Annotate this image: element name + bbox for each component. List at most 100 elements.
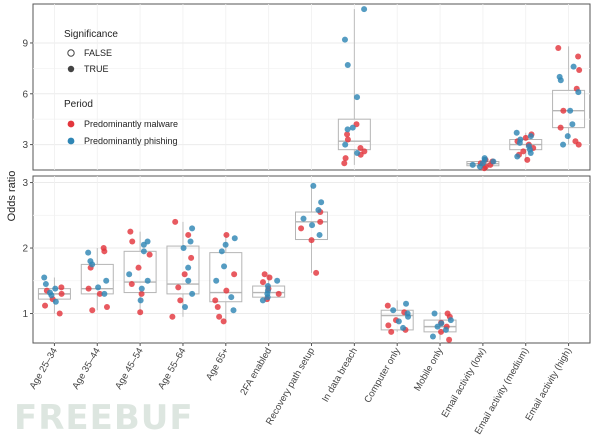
data-point-phishing [564, 133, 571, 140]
data-point-malware [85, 285, 92, 292]
legend: Significance FALSE TRUE Period Predomina… [64, 29, 178, 146]
x-tick-label: Age 45–54 [113, 346, 146, 391]
data-point-phishing [228, 294, 235, 301]
data-point-phishing [222, 241, 229, 248]
data-point-malware [223, 287, 230, 294]
y-tick-label: 3 [22, 140, 28, 151]
data-point-phishing [259, 297, 266, 304]
data-point-malware [185, 231, 192, 238]
data-point-malware [89, 307, 96, 314]
box-iqr [337, 118, 371, 151]
data-point-phishing [126, 271, 133, 278]
data-point-malware [261, 271, 268, 278]
data-point-malware [177, 297, 184, 304]
data-point-phishing [221, 263, 228, 270]
data-point-malware [388, 328, 395, 335]
data-point-malware [344, 131, 351, 138]
data-point-malware [220, 318, 227, 325]
legend-false-symbol [67, 49, 75, 57]
data-point-phishing [481, 155, 488, 162]
data-point-phishing [52, 298, 59, 305]
data-point-malware [181, 271, 188, 278]
legend-malware-label: Predominantly malware [84, 119, 178, 129]
data-point-malware [175, 284, 182, 291]
data-point-phishing [438, 320, 445, 327]
data-point-malware [446, 336, 453, 343]
data-point-malware [188, 254, 195, 261]
data-point-phishing [560, 141, 567, 148]
data-point-phishing [187, 238, 194, 245]
y-tick-label: 9 [22, 38, 28, 49]
data-point-malware [275, 290, 282, 297]
box-iqr [209, 252, 243, 303]
data-point-phishing [342, 141, 349, 148]
data-point-malware [524, 156, 531, 163]
data-point-phishing [354, 150, 361, 157]
data-point-phishing [569, 121, 576, 128]
data-point-phishing [490, 158, 497, 165]
data-point-phishing [274, 277, 281, 284]
data-point-phishing [181, 303, 188, 310]
y-axis-label: Odds ratio [6, 171, 18, 222]
data-point-phishing [318, 199, 325, 206]
x-tick-label: Age 35–44 [70, 346, 103, 391]
data-point-malware [128, 281, 135, 288]
data-point-phishing [575, 89, 582, 96]
data-point-phishing [140, 248, 147, 255]
data-point-malware [223, 231, 230, 238]
data-point-phishing [189, 290, 196, 297]
data-point-phishing [101, 290, 108, 297]
data-point-phishing [513, 129, 520, 136]
data-point-phishing [525, 143, 532, 150]
x-tick-label: Mobile only [412, 346, 446, 393]
x-tick-label: Recovery path setup [264, 346, 317, 427]
data-point-phishing [85, 249, 92, 256]
data-point-phishing [361, 6, 368, 13]
data-point-phishing [349, 124, 356, 131]
data-point-malware [357, 144, 364, 151]
data-point-malware [575, 53, 582, 60]
data-point-malware [560, 107, 567, 114]
data-point-phishing [189, 225, 196, 232]
y-tick-label: 2 [22, 244, 28, 255]
data-point-malware [103, 303, 110, 310]
x-tick-label: Email activity (high) [523, 346, 574, 423]
data-point-malware [557, 124, 564, 131]
data-point-phishing [429, 333, 436, 340]
data-point-phishing [527, 133, 534, 140]
data-point-phishing [103, 277, 110, 284]
data-point-phishing [95, 284, 102, 291]
data-point-malware [520, 148, 527, 155]
x-tick-label: In data breach [320, 346, 360, 404]
data-point-phishing [42, 281, 49, 288]
data-point-phishing [185, 264, 192, 271]
y-tick-label: 3 [22, 178, 28, 189]
x-tick-label: Email activity (low) [440, 346, 489, 420]
y-tick-label: 6 [22, 89, 28, 100]
data-point-phishing [390, 307, 397, 314]
x-tick-label: Age 65+ [204, 346, 232, 383]
data-point-malware [384, 302, 391, 309]
legend-true-label: TRUE [84, 64, 109, 74]
watermark-logo: FREEBUF [14, 398, 194, 438]
data-point-malware [438, 328, 445, 335]
data-point-phishing [218, 248, 225, 255]
x-tick-label: Age 25–34 [28, 346, 61, 391]
box-iqr [380, 309, 414, 331]
data-point-malware [58, 284, 65, 291]
data-point-phishing [570, 63, 577, 70]
data-point-phishing [41, 274, 48, 281]
legend-false-label: FALSE [84, 48, 112, 58]
data-point-malware [169, 313, 176, 320]
data-point-malware [214, 303, 221, 310]
data-point-phishing [403, 300, 410, 307]
data-point-phishing [144, 238, 151, 245]
data-point-phishing [180, 245, 187, 252]
data-point-malware [58, 290, 65, 297]
data-point-phishing [300, 215, 307, 222]
data-point-phishing [567, 107, 574, 114]
data-point-phishing [144, 277, 151, 284]
data-point-malware [342, 155, 349, 162]
data-point-malware [341, 160, 348, 167]
